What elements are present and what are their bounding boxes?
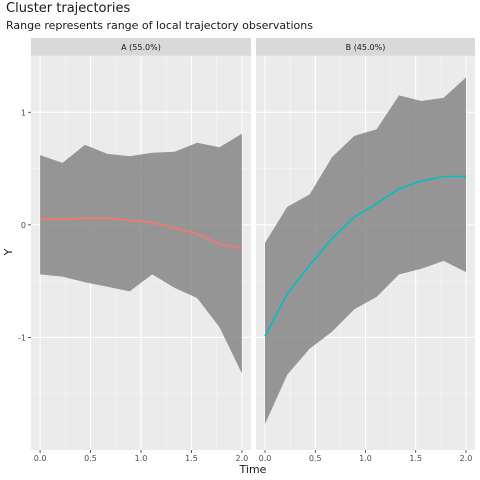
x-tick-label: 0.0: [259, 454, 272, 463]
x-tick-label: 1.0: [135, 454, 148, 463]
panel-b: B (45.0%) 0.0 0.5 1.0 1.5 2.0: [256, 38, 475, 463]
panel-strip-label: B (45.0%): [346, 43, 386, 52]
x-tick-label: 0.5: [309, 454, 322, 463]
y-tick-label: -1: [18, 333, 26, 342]
y-axis-label: Y: [2, 248, 15, 256]
x-tick-label: 0.0: [34, 454, 47, 463]
x-tick-label: 2.0: [236, 454, 249, 463]
x-tick-label: 1.0: [359, 454, 372, 463]
y-tick-label: 1: [21, 108, 26, 117]
panel-strip-label: A (55.0%): [121, 43, 161, 52]
panel-a: A (55.0%) 0.0 0.5 1.0 1.5 2.0: [31, 38, 251, 463]
x-tick-label: 1.5: [409, 454, 422, 463]
x-tick-label: 0.5: [84, 454, 97, 463]
x-axis-label: Time: [239, 463, 267, 476]
x-tick-label: 2.0: [460, 454, 473, 463]
y-tick-label: 0: [21, 221, 26, 230]
x-tick-label: 1.5: [185, 454, 198, 463]
